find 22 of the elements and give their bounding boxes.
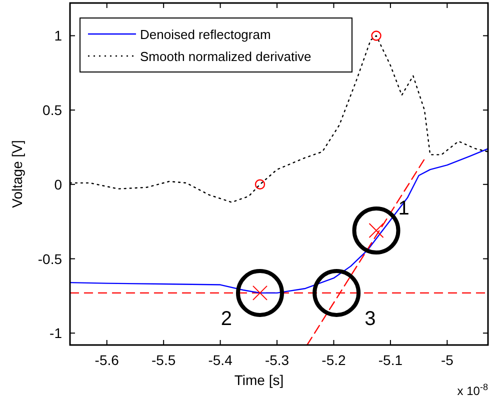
y-tick-label: 0.5 xyxy=(42,102,62,118)
x-tick-label: -5.5 xyxy=(152,352,176,368)
legend-label: Smooth normalized derivative xyxy=(140,49,312,64)
point xyxy=(371,30,382,41)
text: x 10$^{-8}$ xyxy=(457,382,488,398)
x-tick-label: -5.6 xyxy=(94,352,120,368)
y-axis-title: Voltage [V] xyxy=(9,140,25,208)
x-tick-label: -5.3 xyxy=(264,352,290,368)
annotation: 1 xyxy=(398,198,410,220)
y-tick-label: 0 xyxy=(54,176,62,192)
x-tick-label: -5.1 xyxy=(378,352,403,368)
legend-label: Denoised reflectogram xyxy=(140,27,271,42)
annotation: 3 xyxy=(364,308,376,330)
x-axis-title: Time [s] xyxy=(234,372,284,388)
x-tick-label: -5 xyxy=(440,352,454,368)
point xyxy=(254,179,266,190)
annotation: 2 xyxy=(220,308,232,330)
x-tick-label: -5.2 xyxy=(322,352,346,368)
y-tick-label: -0.5 xyxy=(38,250,62,267)
y-tick-label: -1 xyxy=(50,325,62,342)
y-tick-label: 1 xyxy=(54,28,62,44)
x-tick-label: -5.4 xyxy=(208,352,233,368)
